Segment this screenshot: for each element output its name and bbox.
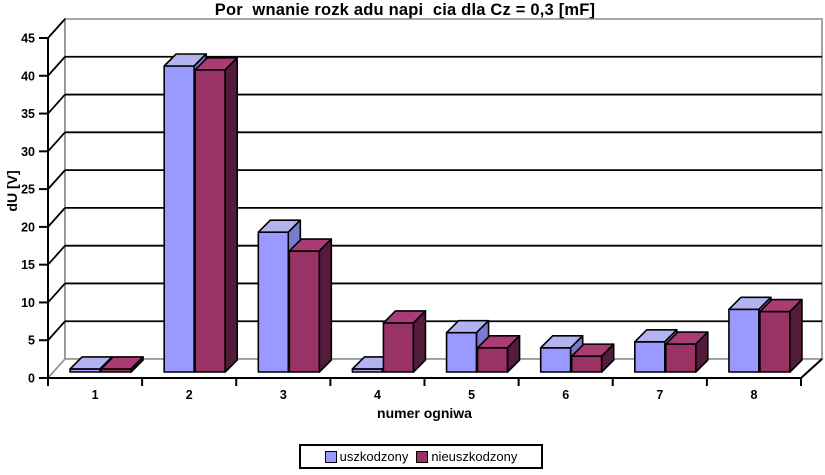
bar-nieuszkodzony-7-front: [665, 343, 697, 373]
gridline-slant: [47, 93, 66, 115]
bar-nieuszkodzony-4-side: [412, 310, 427, 373]
legend-label-nieuszkodzony: nieuszkodzony: [431, 449, 518, 464]
bar-uszkodzony-2-front: [163, 65, 195, 373]
floor-right-edge: [800, 358, 823, 379]
bar-nieuszkodzony-3-front: [288, 250, 321, 373]
gridline-slant: [47, 320, 66, 341]
y-tick-label: 0: [28, 372, 35, 386]
bar-uszkodzony-8-front: [728, 308, 760, 373]
x-category-label: 2: [186, 388, 193, 402]
bar-nieuszkodzony-5-side: [506, 335, 521, 373]
gridline-slant: [47, 131, 66, 152]
y-tick-label: 15: [21, 258, 35, 272]
y-tick-label: 10: [21, 296, 35, 310]
y-tick-label: 25: [21, 183, 35, 197]
bar-nieuszkodzony-3-side: [318, 238, 333, 373]
x-axis-title: numer ogniwa: [377, 405, 472, 421]
y-tick-label: 35: [21, 107, 35, 121]
gridline-slant: [47, 282, 66, 304]
legend-swatch-uszkodzony-icon: [324, 450, 337, 463]
legend-label-uszkodzony: uszkodzony: [339, 449, 409, 464]
y-tick-label: 40: [21, 69, 35, 83]
y-tick-label: 30: [21, 145, 35, 159]
gridline-slant: [47, 207, 66, 228]
y-tick-label: 45: [21, 32, 35, 46]
chart-title: Por wnanie rozk adu napi cia dla Cz = 0,…: [214, 1, 596, 19]
bar-nieuszkodzony-6-side: [600, 343, 615, 373]
bar-nieuszkodzony-1-side: [130, 356, 144, 373]
bar-uszkodzony-6-front: [539, 347, 572, 373]
y-tick-label: 20: [21, 220, 35, 234]
y-tick-label: 5: [28, 334, 35, 348]
x-category-label: 4: [374, 388, 381, 402]
bar-nieuszkodzony-2-side: [224, 56, 238, 373]
bar-nieuszkodzony-4-front: [382, 322, 415, 373]
gridline-slant: [47, 245, 66, 266]
legend: uszkodzony nieuszkodzony: [299, 444, 543, 469]
bar-uszkodzony-5-front: [445, 331, 478, 373]
legend-swatch-nieuszkodzony-icon: [416, 450, 429, 463]
bar-nieuszkodzony-8-front: [759, 310, 791, 373]
gridline-slant: [47, 56, 66, 77]
bar-uszkodzony-7-front: [634, 340, 666, 373]
bar-nieuszkodzony-7-side: [695, 331, 709, 373]
bar-nieuszkodzony-6-front: [570, 355, 603, 373]
gridline-slant: [47, 169, 66, 190]
x-category-label: 7: [656, 388, 663, 402]
x-category-label: 3: [280, 388, 287, 402]
bar-nieuszkodzony-5-front: [476, 347, 509, 373]
bar-nieuszkodzony-8-side: [789, 298, 803, 373]
bar-uszkodzony-3-front: [257, 231, 290, 373]
x-category-label: 8: [750, 388, 757, 402]
x-category-label: 6: [562, 388, 569, 402]
x-category-label: 5: [468, 388, 475, 402]
bar-nieuszkodzony-2-front: [194, 68, 226, 373]
x-category-label: 1: [92, 388, 99, 402]
legend-item-nieuszkodzony: nieuszkodzony: [416, 449, 517, 464]
gridline-slant: [47, 18, 66, 39]
legend-item-uszkodzony: uszkodzony: [324, 449, 409, 464]
